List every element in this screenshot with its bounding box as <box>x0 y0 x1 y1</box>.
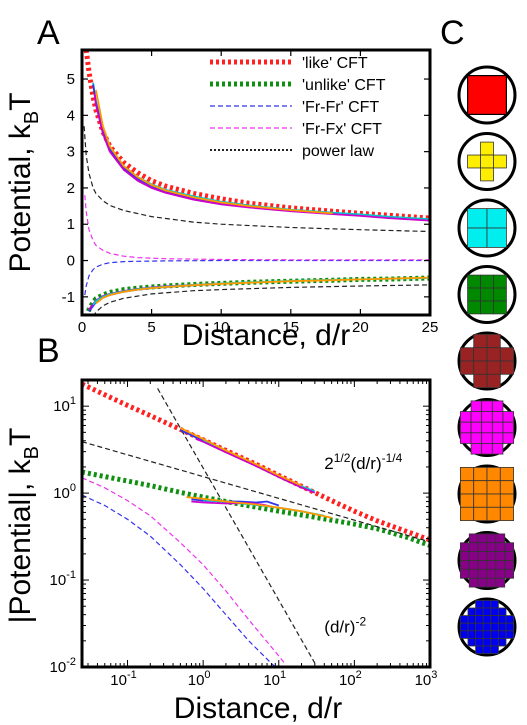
panel-b-y-tick-label: 10-1 <box>50 569 76 589</box>
panel-a-series-6 <box>92 82 430 221</box>
shape-cross-21 <box>457 398 517 457</box>
panel-b-y-tick-label: 100 <box>53 482 76 502</box>
panel-a-y-tick-label: 0 <box>67 253 75 270</box>
panel-b-x-tick-label: 101 <box>263 669 286 689</box>
panel-b-x-tick-label: 102 <box>339 669 362 689</box>
panel-b-x-axis-label: Distance, d/r <box>174 692 342 725</box>
panel-b-letter: B <box>37 332 60 370</box>
panel-a-x-tick-label: 15 <box>282 319 299 336</box>
panel-a-legend-label: 'Fr-Fx' CFT <box>302 121 382 138</box>
panel-b-series-9 <box>180 427 302 487</box>
panel-b-y-axis-label: |Potential|, kBT <box>4 428 43 624</box>
panel-a-y-tick-label: 5 <box>67 71 75 88</box>
panel-a-series-13 <box>95 276 430 305</box>
panel-b-series-5 <box>157 388 316 664</box>
panel-a-legend-label: 'like' CFT <box>302 55 368 72</box>
panel-a-frame <box>80 48 432 317</box>
panel-a-x-tick-label: 25 <box>422 319 439 336</box>
panel-a-y-tick-label: 1 <box>67 216 75 233</box>
shape-square-16 <box>457 464 517 524</box>
panel-b-x-tick-label: 100 <box>188 669 211 689</box>
chart-panel-b: 10-1 100 101 102 103 10-2 10-1 100 101 Distance, … <box>4 378 438 725</box>
panel-a-y-tick-label: 2 <box>67 180 75 197</box>
panel-a-y-tick-label: 3 <box>67 144 75 161</box>
panel-a-series-7 <box>92 84 291 212</box>
panel-b-series-13 <box>186 496 332 519</box>
shape-circle-37 <box>457 597 517 657</box>
panel-b-x-tick-label: 103 <box>415 669 438 689</box>
panel-a-legend-label: 'unlike' CFT <box>302 77 386 94</box>
panel-a-series-1 <box>84 275 430 315</box>
shape-square-9 <box>457 265 517 324</box>
shape-cross-12 <box>457 331 517 391</box>
panel-a-series-8 <box>93 93 430 222</box>
panel-a-legend-label: 'Fr-Fr' CFT <box>302 99 379 116</box>
panel-b-annotation-power: (d/r)-2 <box>324 614 366 636</box>
panel-a-legend-label: power law <box>302 143 374 160</box>
panel-a-y-tick-label: -1 <box>62 289 75 306</box>
panel-b-series-1 <box>82 469 430 548</box>
panel-a-series-5 <box>93 284 430 315</box>
panel-a-x-tick-label: 20 <box>352 319 369 336</box>
panel-a-series-2 <box>84 259 430 296</box>
panel-c-letter: C <box>440 14 465 52</box>
panel-b-series-4 <box>82 441 430 543</box>
panel-b-series-2 <box>82 494 277 667</box>
panel-b-series-8 <box>195 438 316 494</box>
shape-square-4 <box>457 198 517 258</box>
panel-a-x-tick-label: 5 <box>147 319 155 336</box>
panel-b-x-tick-label: 10-1 <box>110 669 136 689</box>
panel-a-y-tick-label: 4 <box>67 107 75 124</box>
panel-a-x-tick-label: 10 <box>213 319 230 336</box>
panel-a-series-4 <box>83 126 430 233</box>
shape-panel-c <box>457 65 517 657</box>
shape-cross-32 <box>457 531 517 590</box>
panel-a-letter: A <box>37 14 60 52</box>
shape-square <box>457 65 517 125</box>
panel-b-y-tick-label: 10-2 <box>50 656 76 676</box>
panel-a-series-0 <box>83 50 430 221</box>
shape-plus-4 <box>457 132 517 191</box>
panel-a-y-axis-label: Potential, kBT <box>4 92 43 272</box>
panel-a-series-3 <box>84 195 430 261</box>
panel-a-x-axis-label: Distance, d/r <box>182 319 350 352</box>
panel-a-series-9 <box>95 89 333 215</box>
panel-b-y-tick-label: 101 <box>53 395 76 415</box>
panel-b-annotation-fit: 21/2(d/r)-1/4 <box>324 451 402 473</box>
panel-a-x-tick-label: 0 <box>78 319 86 336</box>
